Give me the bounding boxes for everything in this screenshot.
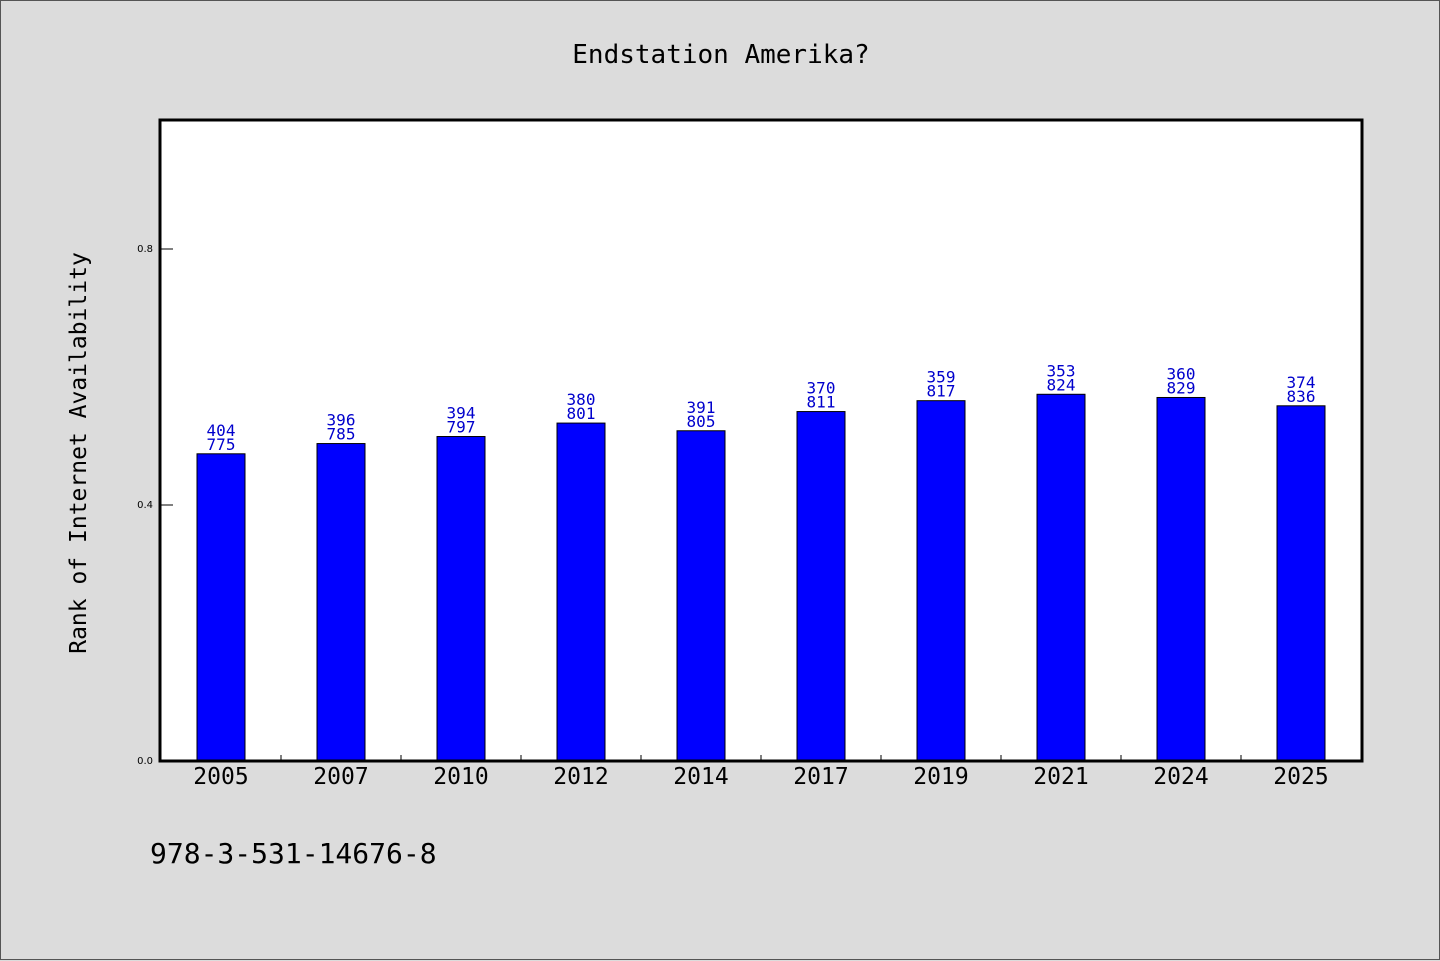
bar-label-bottom-2010: 797 [447, 418, 476, 437]
bar-2014 [676, 430, 726, 762]
bar-label-top-2025: 374 [1287, 373, 1316, 392]
bar-2012 [556, 422, 606, 762]
chart-title: Endstation Amerika? [572, 40, 869, 70]
y-tick-label-0.8: 0.8 [137, 244, 153, 255]
x-tick-label-2021: 2021 [1033, 764, 1088, 790]
bar-label-top-2017: 370 [807, 379, 836, 398]
bar-2024 [1156, 396, 1206, 762]
x-tick-label-2019: 2019 [913, 764, 968, 790]
bar-label-bottom-2005: 775 [207, 435, 236, 454]
bar-2021 [1036, 393, 1086, 762]
bar-label-bottom-2007: 785 [327, 425, 356, 444]
x-tick-label-2010: 2010 [433, 764, 488, 790]
bar-label-top-2021: 353 [1047, 361, 1076, 380]
bar-label-bottom-2021: 824 [1047, 375, 1076, 394]
bar-label-bottom-2024: 829 [1167, 378, 1196, 397]
bar-2005 [196, 453, 246, 762]
isbn-text: 978-3-531-14676-8 [150, 837, 437, 870]
y-tick-label-0.4: 0.4 [137, 500, 153, 511]
x-tick-label-2007: 2007 [313, 764, 368, 790]
bar-label-top-2005: 404 [207, 421, 236, 440]
y-tick-label-0.0: 0.0 [137, 756, 153, 767]
y-axis-label: Rank of Internet Availability [66, 252, 92, 654]
x-tick-label-2024: 2024 [1153, 764, 1208, 790]
bar-label-bottom-2019: 817 [927, 382, 956, 401]
bar-label-top-2014: 391 [687, 398, 716, 417]
ticks-layer: 2005 2007 2010 2012 2014 2017 2019 2021 2024 2025… [137, 244, 1329, 790]
plot-border [158, 118, 1364, 763]
bar-label-bottom-2012: 801 [567, 404, 596, 423]
bar-label-bottom-2017: 811 [807, 393, 836, 412]
bar-2017 [796, 411, 846, 762]
bar-label-top-2012: 380 [567, 390, 596, 409]
x-tick-label-2005: 2005 [193, 764, 248, 790]
bar-label-top-2007: 396 [327, 411, 356, 430]
bar-2007 [316, 443, 366, 762]
bar-label-bottom-2014: 805 [687, 412, 716, 431]
bar-label-top-2010: 394 [447, 404, 476, 423]
x-tick-label-2017: 2017 [793, 764, 848, 790]
bar-label-top-2024: 360 [1167, 364, 1196, 383]
bar-2025 [1276, 405, 1326, 762]
bar-2010 [436, 436, 486, 762]
x-tick-label-2014: 2014 [673, 764, 728, 790]
x-tick-label-2012: 2012 [553, 764, 608, 790]
bar-label-top-2019: 359 [927, 368, 956, 387]
bar-2019 [916, 400, 966, 762]
bar-label-bottom-2025: 836 [1287, 387, 1316, 406]
x-tick-label-2025: 2025 [1273, 764, 1328, 790]
